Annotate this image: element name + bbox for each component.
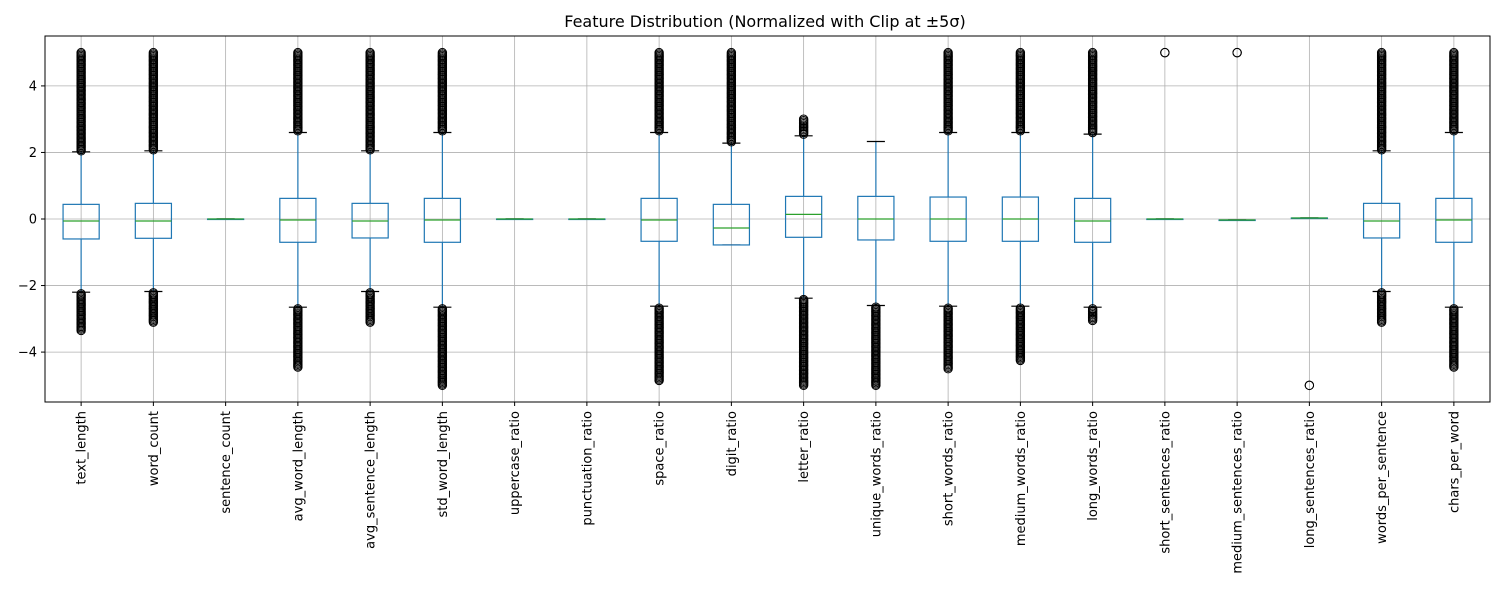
x-tick-label: chars_per_word	[1447, 411, 1462, 513]
box-punctuation_ratio	[568, 218, 606, 221]
box-word_count	[134, 47, 173, 327]
flier-low	[1015, 303, 1026, 313]
x-tick-label: short_words_ratio	[942, 411, 957, 526]
box-iqr	[857, 195, 895, 241]
flier-high	[943, 47, 953, 58]
box-chars_per_word	[1435, 47, 1473, 372]
flier-low	[437, 304, 448, 314]
flier-low	[943, 303, 953, 313]
x-tick-label: digit_ratio	[725, 411, 740, 476]
flier-high	[1015, 47, 1026, 58]
box-iqr	[1073, 197, 1112, 243]
x-tick-label: long_words_ratio	[1086, 411, 1101, 521]
flier-high	[1232, 47, 1242, 58]
y-tick-label: 4	[29, 79, 37, 94]
y-tick-label: −4	[18, 346, 37, 361]
flier-low	[365, 288, 375, 298]
box-letter_ratio	[784, 114, 823, 391]
flier-high	[1449, 47, 1459, 58]
flier-high	[1160, 47, 1170, 58]
box-iqr	[62, 203, 100, 240]
flier-low	[871, 302, 881, 312]
x-tick-label: space_ratio	[653, 411, 668, 486]
box-digit_ratio	[712, 47, 751, 246]
flier-low	[1376, 288, 1387, 298]
box-uppercase_ratio	[495, 218, 534, 221]
x-tick-label: short_sentences_ratio	[1158, 411, 1173, 554]
box-iqr	[712, 203, 751, 246]
x-tick-label: unique_words_ratio	[869, 411, 884, 537]
chart-title: Feature Distribution (Normalized with Cl…	[564, 12, 966, 31]
x-tick-label: punctuation_ratio	[580, 411, 595, 526]
box-std_word_length	[423, 47, 462, 391]
box-long_words_ratio	[1073, 47, 1112, 326]
box-long_sentences_ratio	[1290, 217, 1329, 391]
grid-layer	[45, 36, 1490, 402]
box-unique_words_ratio	[857, 140, 895, 391]
x-tick-label: words_per_sentence	[1375, 411, 1390, 544]
box-medium_words_ratio	[1001, 47, 1040, 366]
flier-low	[1449, 304, 1459, 314]
flier-low	[654, 303, 664, 313]
flier-high	[148, 47, 159, 58]
flier-low	[148, 288, 159, 298]
flier-high	[76, 47, 86, 58]
flier-low	[293, 304, 303, 314]
box-sentence_count	[206, 218, 245, 221]
box-short_sentences_ratio	[1146, 47, 1184, 221]
flier-high	[1376, 47, 1387, 58]
y-tick-label: 2	[29, 146, 37, 161]
x-tick-label: avg_word_length	[291, 411, 306, 521]
flier-high	[798, 114, 809, 124]
y-tick-label: 0	[29, 213, 37, 228]
flier-low	[1087, 304, 1098, 314]
x-tick-label: std_word_length	[436, 411, 451, 518]
axis-layer: −4 −2 0 2 4 text_length word_count sentence_cou…	[18, 35, 1491, 574]
x-tick-label: word_count	[147, 411, 162, 486]
box-medium_sentences_ratio	[1218, 47, 1256, 222]
flier-low	[76, 289, 86, 299]
flier-low	[1304, 380, 1315, 391]
flier-high	[293, 47, 303, 58]
box-avg_sentence_length	[351, 47, 389, 327]
x-tick-label: medium_words_ratio	[1014, 411, 1029, 546]
box-iqr	[784, 195, 823, 238]
x-tick-label: avg_sentence_length	[364, 411, 379, 549]
x-tick-label: letter_ratio	[797, 411, 812, 483]
x-tick-label: sentence_count	[219, 411, 234, 514]
y-tick-label: −2	[18, 279, 37, 294]
flier-high	[654, 47, 664, 58]
x-tick-label: long_sentences_ratio	[1303, 411, 1318, 548]
flier-high	[726, 47, 737, 58]
x-tick-label: medium_sentences_ratio	[1231, 411, 1246, 574]
box-avg_word_length	[279, 47, 317, 372]
x-tick-label: text_length	[75, 411, 90, 485]
box-short_words_ratio	[929, 47, 967, 374]
x-tick-label: uppercase_ratio	[508, 411, 523, 515]
box-space_ratio	[640, 47, 678, 386]
flier-low	[798, 294, 809, 305]
flier-high	[365, 47, 375, 58]
flier-high	[437, 47, 448, 58]
box-layer	[62, 47, 1473, 391]
box-words_per_sentence	[1362, 47, 1401, 327]
box-text_length	[62, 47, 100, 336]
flier-high	[1087, 47, 1098, 58]
